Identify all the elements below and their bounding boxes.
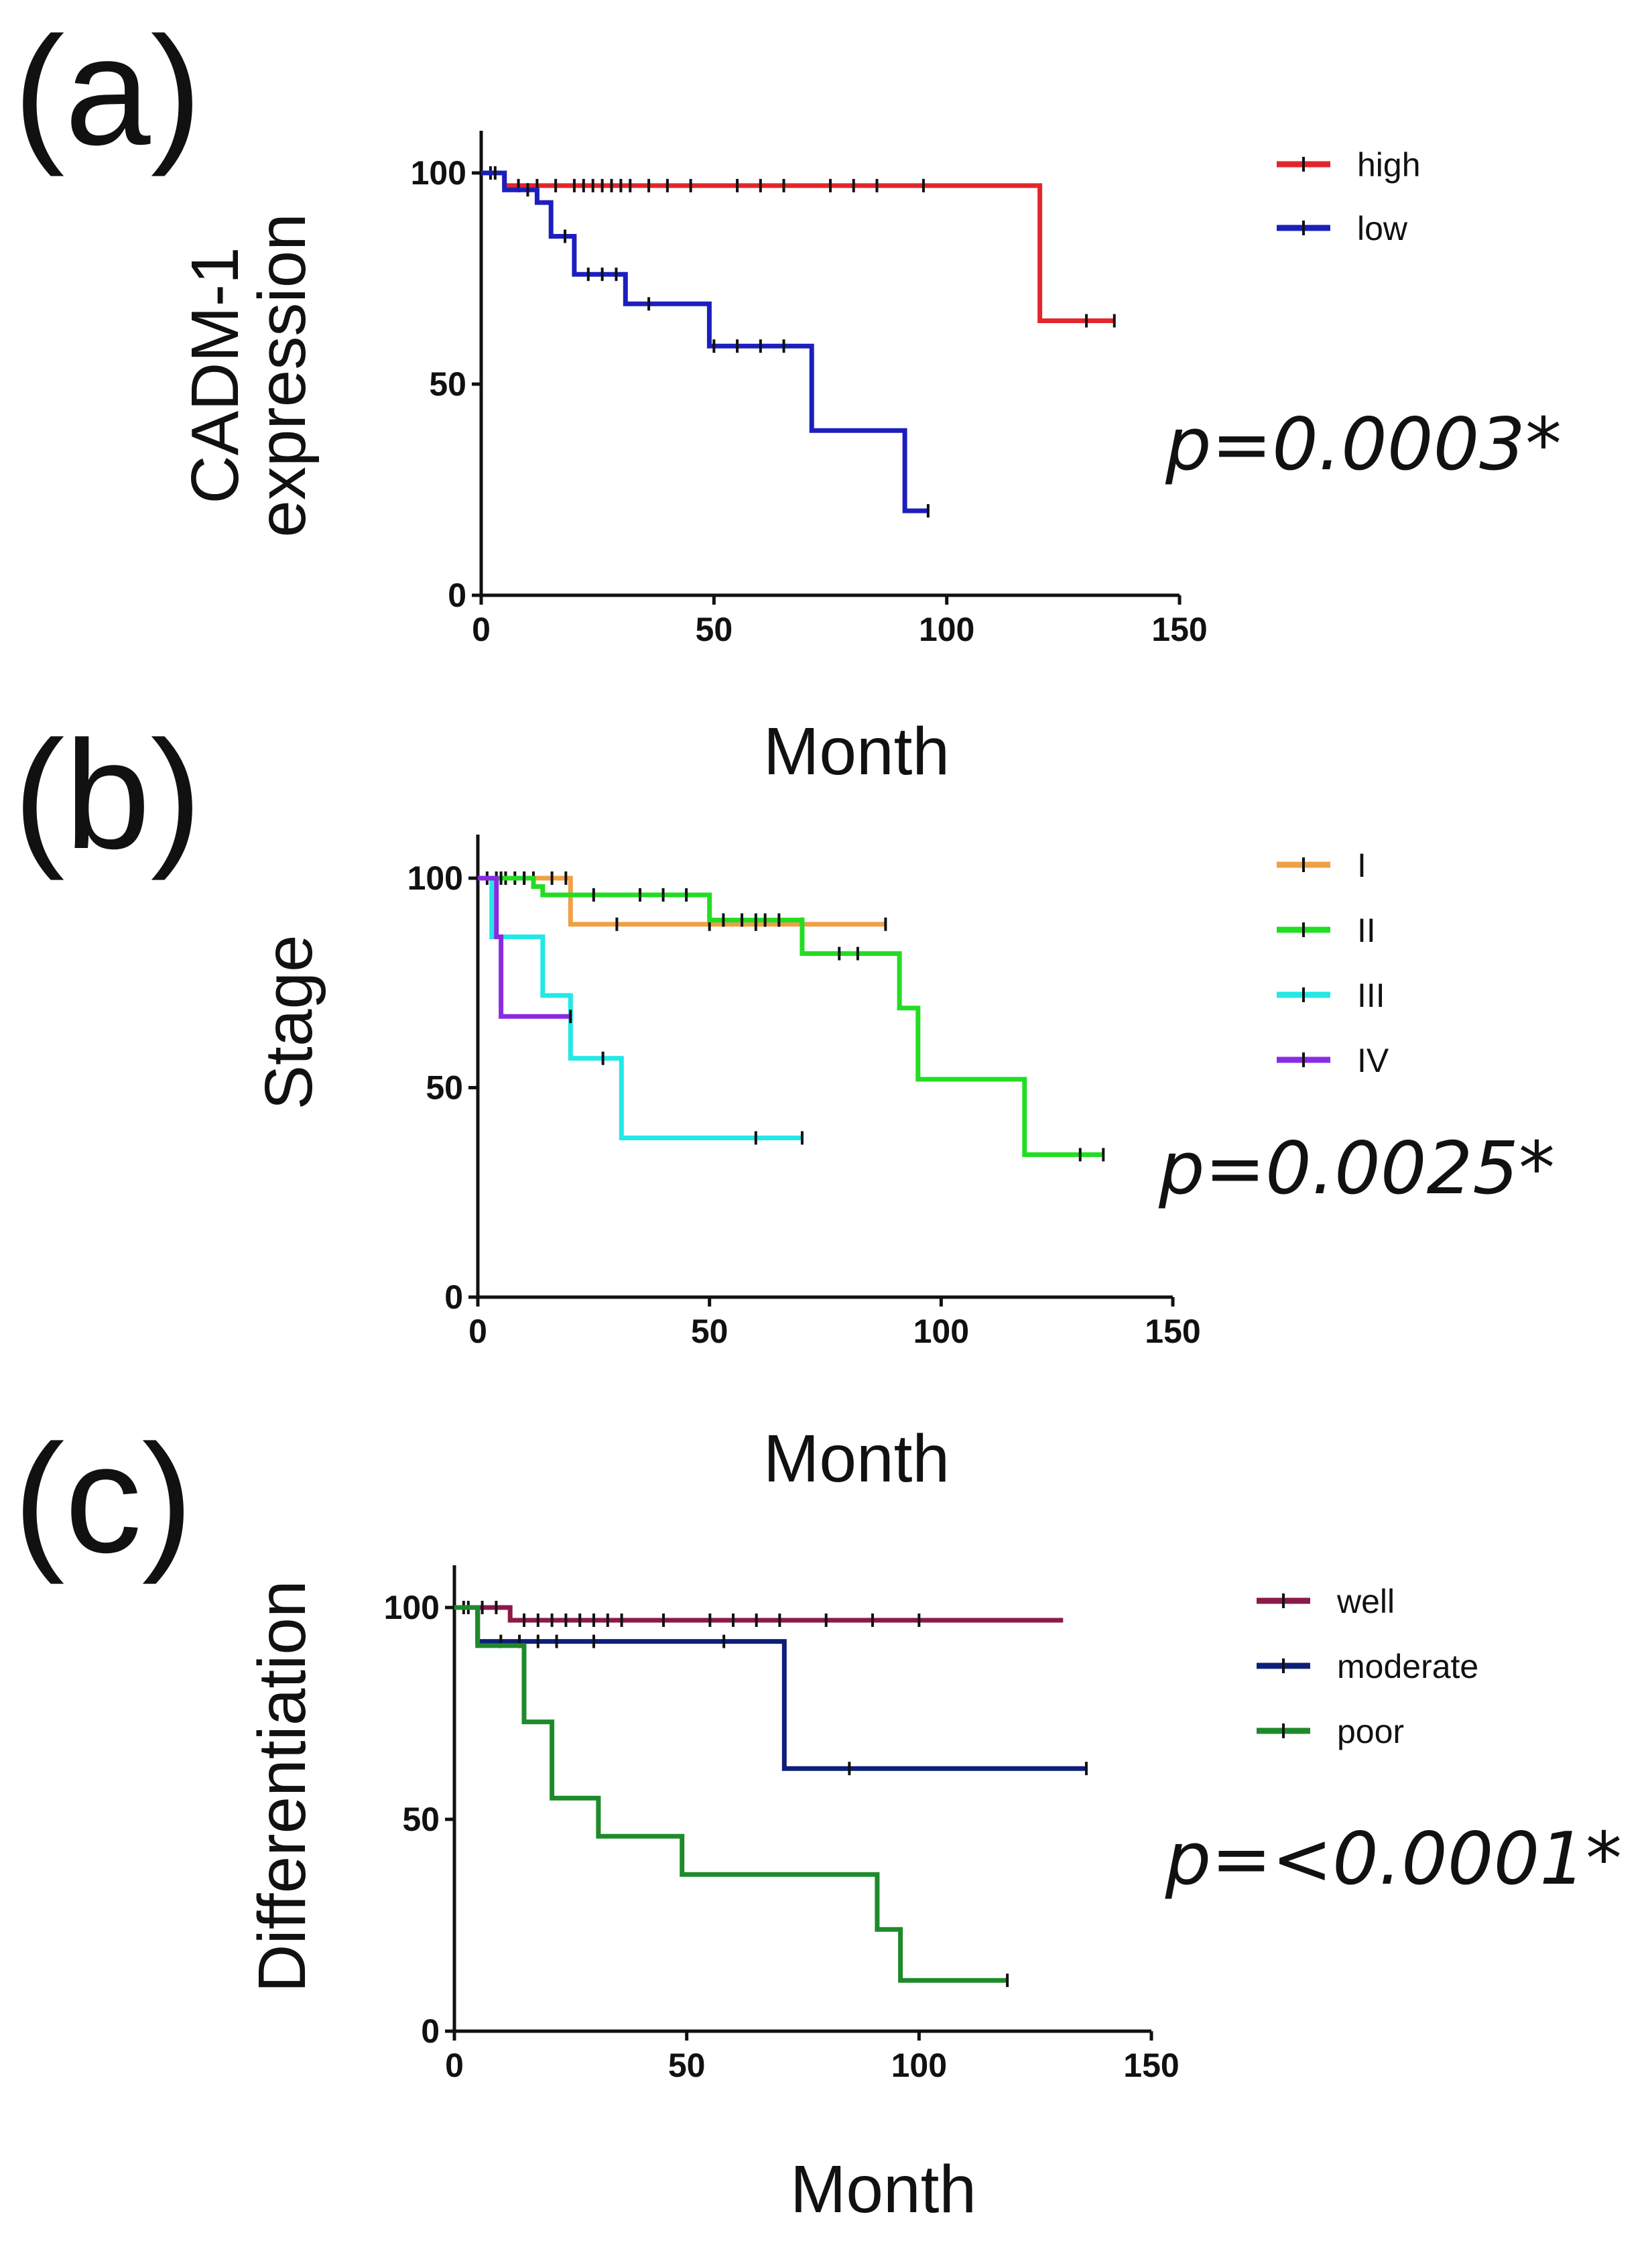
panel-b-curves bbox=[478, 871, 1105, 1162]
panel-a-pvalue: p=0.0003* bbox=[1165, 403, 1562, 487]
y-tick-label: 50 bbox=[429, 365, 466, 403]
curve-low bbox=[481, 170, 928, 513]
panel-b-pvalue: p=0.0025* bbox=[1158, 1127, 1555, 1211]
panel-c-ylabel: Differentiation bbox=[245, 1580, 320, 1992]
x-tick-label: 50 bbox=[691, 1313, 728, 1350]
legend-label-iv: IV bbox=[1357, 1042, 1389, 1079]
legend-label-iii: III bbox=[1357, 977, 1385, 1014]
y-tick-label: 50 bbox=[402, 1801, 440, 1838]
x-tick-label: 150 bbox=[1145, 1313, 1200, 1350]
x-tick-label: 50 bbox=[668, 2047, 706, 2084]
curve-iv bbox=[478, 875, 571, 1019]
panel-a-xlabel: Month bbox=[763, 714, 950, 789]
panel-a-letter: (a) bbox=[13, 5, 202, 177]
legend-label-i: I bbox=[1357, 847, 1367, 884]
x-tick-label: 150 bbox=[1151, 611, 1207, 648]
panel-b-ylabel: Stage bbox=[251, 934, 326, 1109]
panel-c-legend: well moderate poor bbox=[1257, 1583, 1478, 1750]
panel-c-ticks: 0 50 100 150 0 50 100 bbox=[384, 1589, 1180, 2084]
curve-ii bbox=[478, 875, 1104, 1157]
panel-a: (a) CADM-1 expression Month p=0.0003* 0 5… bbox=[13, 5, 1562, 789]
panel-a-curves bbox=[481, 166, 1116, 518]
curve-moderate bbox=[454, 1605, 1086, 1771]
x-tick-label: 50 bbox=[696, 611, 733, 648]
y-tick-label: 100 bbox=[407, 859, 463, 897]
curve-poor bbox=[454, 1605, 1008, 1983]
panel-b-ticks: 0 50 100 150 0 50 100 bbox=[407, 859, 1201, 1350]
x-tick-label: 150 bbox=[1123, 2047, 1179, 2084]
x-tick-label: 100 bbox=[919, 611, 974, 648]
legend-label-ii: II bbox=[1357, 912, 1376, 949]
y-tick-label: 100 bbox=[411, 154, 466, 192]
x-tick-label: 100 bbox=[913, 1313, 969, 1350]
panel-c-curves bbox=[454, 1601, 1088, 1988]
y-tick-label: 0 bbox=[448, 577, 466, 614]
curve-iii bbox=[478, 875, 802, 1140]
panel-c-pvalue: p=<0.0001* bbox=[1165, 1817, 1622, 1901]
panel-b: (b) Stage Month p=0.0025* 0 50 100 150 0 50 10… bbox=[13, 709, 1555, 1496]
panel-a-ticks: 0 50 100 150 0 50 100 bbox=[411, 154, 1208, 648]
y-tick-label: 50 bbox=[426, 1069, 463, 1107]
panel-c-letter: (c) bbox=[13, 1412, 193, 1585]
x-tick-label: 0 bbox=[472, 611, 491, 648]
panel-a-ylabel-line1: CADM-1 bbox=[178, 247, 253, 503]
y-tick-label: 0 bbox=[444, 1278, 463, 1316]
y-tick-label: 0 bbox=[421, 2012, 440, 2050]
x-tick-label: 0 bbox=[468, 1313, 487, 1350]
legend-label-well: well bbox=[1336, 1583, 1395, 1620]
panel-a-legend: high low bbox=[1277, 146, 1421, 247]
legend-label-poor: poor bbox=[1337, 1713, 1404, 1750]
x-tick-label: 100 bbox=[891, 2047, 947, 2084]
panel-b-letter: (b) bbox=[13, 709, 202, 881]
legend-label-low: low bbox=[1357, 210, 1408, 247]
panel-a-ylabel-line2: expression bbox=[245, 213, 320, 538]
legend-label-moderate: moderate bbox=[1337, 1648, 1478, 1685]
panel-c: (c) Differentiation Month p=<0.0001* 0 50… bbox=[13, 1412, 1622, 2227]
panel-c-xlabel: Month bbox=[790, 2152, 976, 2227]
panel-b-xlabel: Month bbox=[763, 1421, 950, 1496]
y-tick-label: 100 bbox=[384, 1589, 440, 1626]
x-tick-label: 0 bbox=[445, 2047, 464, 2084]
curve-well bbox=[454, 1605, 1064, 1623]
legend-label-high: high bbox=[1357, 146, 1421, 184]
